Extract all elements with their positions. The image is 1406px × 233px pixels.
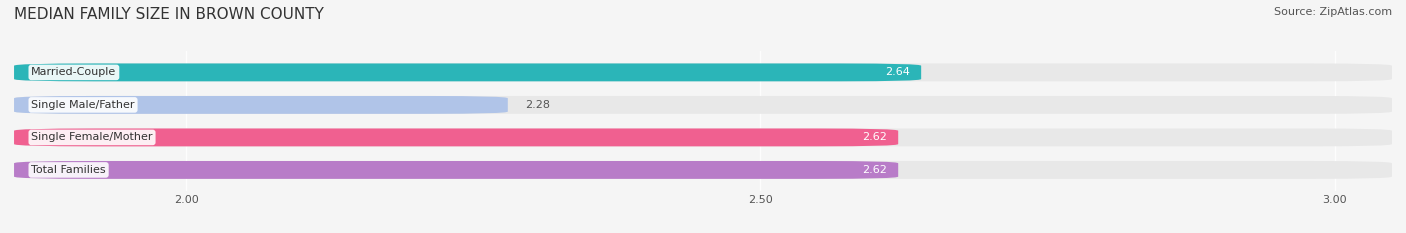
Text: Total Families: Total Families	[31, 165, 105, 175]
Text: 2.28: 2.28	[524, 100, 550, 110]
FancyBboxPatch shape	[14, 128, 898, 146]
Text: MEDIAN FAMILY SIZE IN BROWN COUNTY: MEDIAN FAMILY SIZE IN BROWN COUNTY	[14, 7, 323, 22]
Text: Single Male/Father: Single Male/Father	[31, 100, 135, 110]
FancyBboxPatch shape	[14, 63, 921, 81]
FancyBboxPatch shape	[14, 96, 508, 114]
Text: 2.62: 2.62	[862, 132, 887, 142]
Text: 2.64: 2.64	[884, 67, 910, 77]
FancyBboxPatch shape	[14, 161, 1392, 179]
Text: Single Female/Mother: Single Female/Mother	[31, 132, 153, 142]
Text: Source: ZipAtlas.com: Source: ZipAtlas.com	[1274, 7, 1392, 17]
FancyBboxPatch shape	[14, 128, 1392, 146]
Text: Married-Couple: Married-Couple	[31, 67, 117, 77]
FancyBboxPatch shape	[14, 161, 898, 179]
FancyBboxPatch shape	[14, 96, 1392, 114]
FancyBboxPatch shape	[14, 63, 1392, 81]
Text: 2.62: 2.62	[862, 165, 887, 175]
